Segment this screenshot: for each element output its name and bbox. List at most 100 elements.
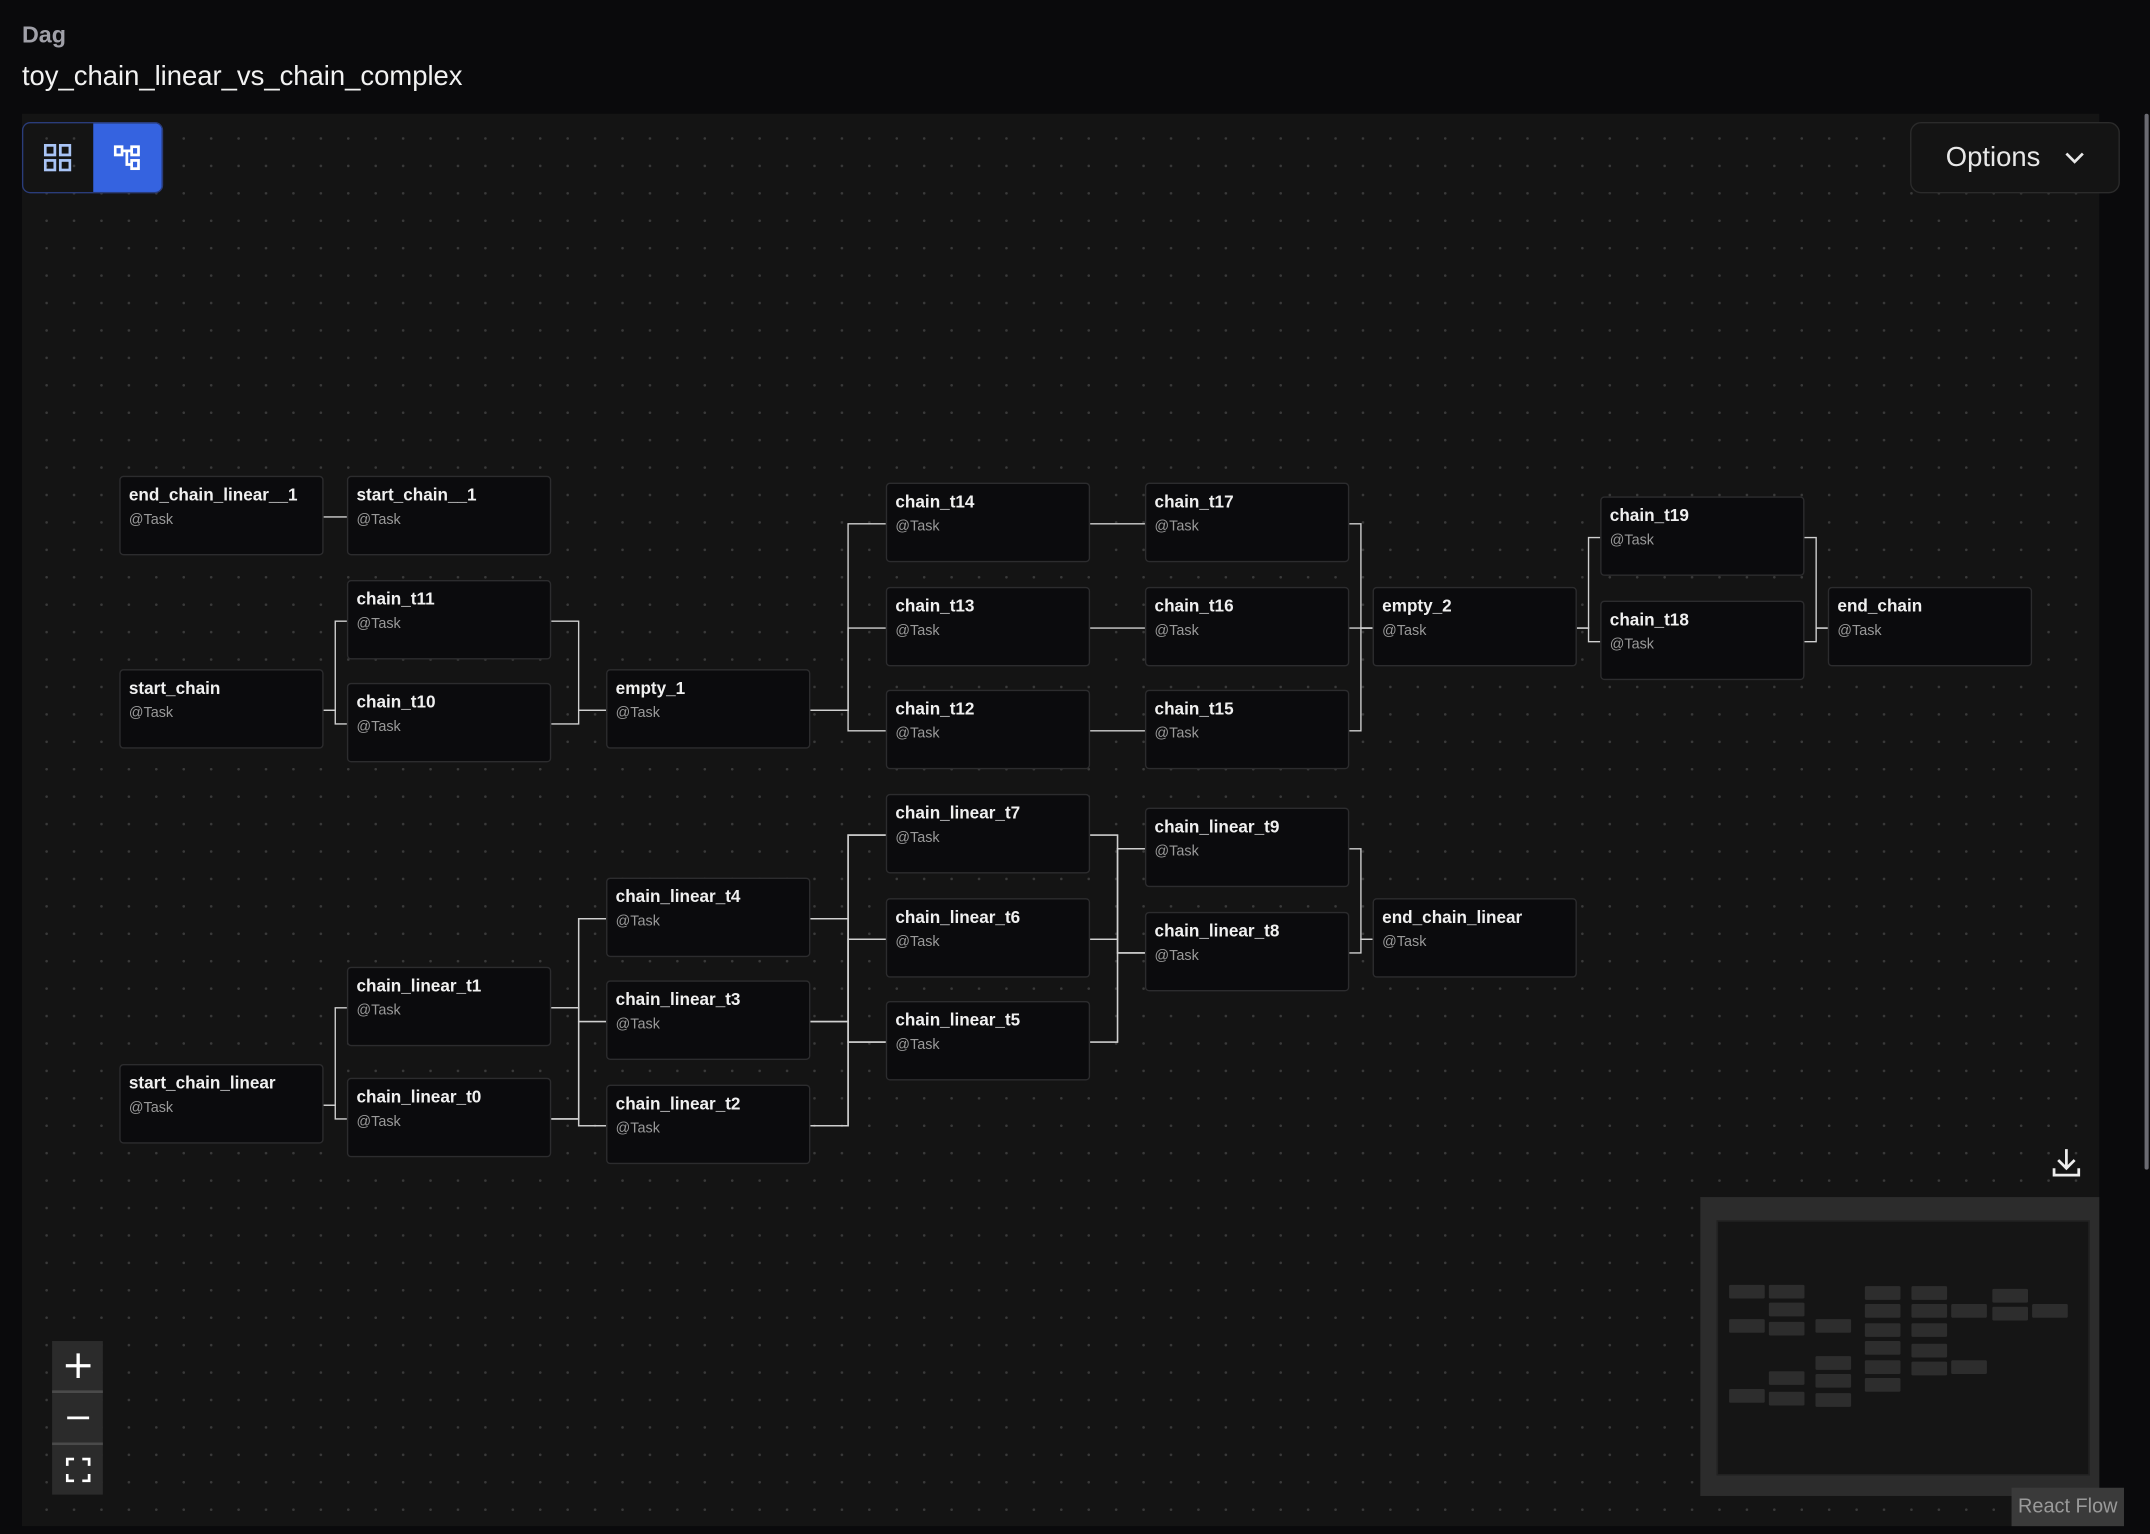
- task-node-type: @Task: [895, 1036, 940, 1054]
- view-toggle: [21, 122, 164, 194]
- task-node-name: chain_t15: [1154, 699, 1234, 719]
- task-node[interactable]: chain_linear_t8 @Task: [1144, 911, 1350, 992]
- task-node[interactable]: chain_t19 @Task: [1600, 496, 1805, 576]
- task-node-type: @Task: [895, 725, 940, 742]
- minimap-node: [1991, 1288, 2028, 1303]
- minimap-node: [1769, 1284, 1806, 1299]
- task-node[interactable]: chain_t11 @Task: [346, 580, 552, 660]
- task-node[interactable]: chain_linear_t4 @Task: [606, 877, 811, 958]
- minimap-node: [1911, 1286, 1947, 1300]
- zoom-out-button[interactable]: [52, 1393, 103, 1446]
- task-node-type: @Task: [615, 704, 660, 722]
- task-node-type: @Task: [1154, 725, 1199, 742]
- minimap-node: [1865, 1341, 1901, 1355]
- task-node-type: @Task: [615, 1016, 660, 1033]
- task-node-name: chain_linear_t2: [615, 1094, 741, 1114]
- task-node-type: @Task: [895, 933, 940, 951]
- minimap-node: [1951, 1359, 1988, 1374]
- task-node-name: empty_2: [1382, 596, 1452, 616]
- task-node-name: chain_t16: [1154, 596, 1234, 616]
- task-node[interactable]: chain_linear_t5 @Task: [885, 1000, 1091, 1081]
- plus-icon: [65, 1353, 90, 1379]
- task-node-type: @Task: [615, 913, 660, 930]
- task-node[interactable]: chain_linear_t0 @Task: [346, 1077, 552, 1158]
- graph-icon: [113, 145, 140, 171]
- task-node[interactable]: chain_t14 @Task: [885, 482, 1091, 563]
- minus-icon: [66, 1416, 89, 1420]
- task-node-name: end_chain_linear__1: [128, 485, 298, 505]
- task-node-name: empty_1: [615, 678, 686, 698]
- minimap-node: [1865, 1304, 1901, 1319]
- task-node-name: chain_linear_t7: [895, 803, 1021, 823]
- task-node[interactable]: chain_t16 @Task: [1144, 586, 1350, 667]
- task-node[interactable]: end_chain_linear__1 @Task: [119, 475, 324, 556]
- task-node[interactable]: end_chain @Task: [1827, 586, 2033, 667]
- scrollbar[interactable]: [2144, 113, 2149, 1170]
- graph-view-button[interactable]: [92, 123, 162, 192]
- options-dropdown[interactable]: Options: [1910, 122, 2120, 194]
- task-node[interactable]: chain_t12 @Task: [885, 689, 1091, 770]
- task-node[interactable]: empty_1 @Task: [606, 669, 811, 749]
- task-node[interactable]: start_chain_linear @Task: [119, 1064, 324, 1144]
- task-node-type: @Task: [895, 829, 940, 847]
- task-node[interactable]: start_chain__1 @Task: [346, 475, 552, 556]
- task-node[interactable]: chain_linear_t7 @Task: [885, 793, 1091, 874]
- task-node-name: chain_linear_t1: [356, 976, 482, 996]
- task-node[interactable]: chain_linear_t1 @Task: [346, 966, 552, 1047]
- minimap-node: [2032, 1304, 2068, 1319]
- task-node-name: chain_t18: [1609, 610, 1689, 630]
- options-label: Options: [1945, 141, 2041, 173]
- zoom-in-button[interactable]: [52, 1341, 103, 1394]
- task-node[interactable]: chain_linear_t9 @Task: [1144, 807, 1350, 888]
- task-node-name: chain_t12: [895, 699, 975, 719]
- breadcrumb[interactable]: Dag: [21, 21, 66, 48]
- task-node-type: @Task: [1837, 622, 1882, 639]
- minimap-node: [1815, 1355, 1852, 1370]
- task-node[interactable]: chain_t15 @Task: [1144, 689, 1350, 770]
- minimap-node: [1729, 1319, 1765, 1333]
- task-node-type: @Task: [1154, 843, 1199, 860]
- task-node-name: chain_linear_t8: [1154, 921, 1280, 941]
- task-node[interactable]: empty_2 @Task: [1372, 586, 1577, 667]
- task-node[interactable]: chain_t18 @Task: [1600, 600, 1805, 681]
- task-node-name: chain_t19: [1609, 505, 1689, 526]
- fit-view-button[interactable]: [52, 1445, 103, 1495]
- task-node[interactable]: chain_t17 @Task: [1144, 482, 1350, 563]
- task-node-type: @Task: [1609, 532, 1655, 549]
- grid-view-button[interactable]: [23, 123, 92, 192]
- minimap-node: [1769, 1303, 1806, 1317]
- task-node-name: chain_linear_t9: [1154, 817, 1280, 837]
- task-node[interactable]: chain_linear_t2 @Task: [606, 1084, 811, 1165]
- minimap-node: [1769, 1371, 1806, 1386]
- minimap-node: [1911, 1343, 1947, 1358]
- task-node-type: @Task: [128, 511, 174, 528]
- task-node-type: @Task: [895, 622, 940, 639]
- task-node-type: @Task: [356, 1113, 401, 1130]
- download-button[interactable]: [2050, 1146, 2083, 1186]
- task-node-name: chain_t10: [356, 692, 436, 712]
- task-node-type: @Task: [356, 718, 401, 735]
- task-node-name: start_chain__1: [356, 485, 477, 505]
- task-node[interactable]: chain_t13 @Task: [885, 586, 1091, 667]
- zoom-controls: [52, 1341, 103, 1495]
- task-node-type: @Task: [1154, 518, 1199, 535]
- task-node-name: chain_linear_t3: [615, 990, 741, 1010]
- task-node-type: @Task: [1154, 947, 1199, 964]
- task-node-type: @Task: [1382, 933, 1427, 951]
- grid-icon: [44, 143, 72, 172]
- minimap-node: [1991, 1306, 2028, 1321]
- task-node[interactable]: start_chain @Task: [119, 669, 324, 749]
- task-node[interactable]: chain_linear_t3 @Task: [606, 980, 811, 1060]
- task-node-name: chain_linear_t6: [895, 907, 1021, 927]
- task-node-name: chain_linear_t4: [615, 887, 741, 907]
- react-flow-attribution[interactable]: React Flow: [2011, 1487, 2124, 1527]
- task-node[interactable]: end_chain_linear @Task: [1372, 898, 1577, 978]
- minimap-node: [1865, 1322, 1901, 1337]
- minimap-node: [1911, 1322, 1947, 1337]
- minimap-viewport[interactable]: [1716, 1220, 2090, 1476]
- minimap-node: [1729, 1388, 1765, 1403]
- task-node[interactable]: chain_t10 @Task: [346, 682, 552, 763]
- task-node[interactable]: chain_linear_t6 @Task: [885, 898, 1091, 978]
- minimap-node: [1865, 1377, 1901, 1392]
- task-node-name: chain_t13: [895, 596, 975, 616]
